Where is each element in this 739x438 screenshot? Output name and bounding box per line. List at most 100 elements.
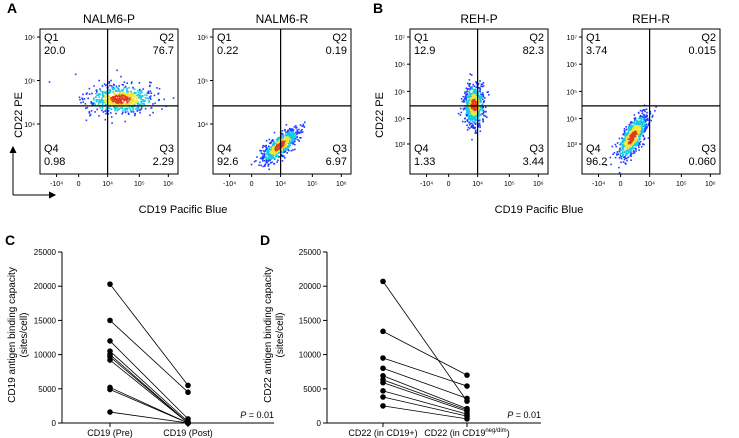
event-dot (626, 133, 629, 136)
event-dot (643, 143, 645, 146)
x-tick-label: 10⁶ (336, 181, 347, 188)
event-dot (634, 123, 636, 125)
event-dot (105, 99, 107, 102)
event-dot (126, 101, 128, 104)
event-dot (277, 140, 280, 143)
event-dot (85, 107, 87, 110)
event-dot (112, 91, 114, 93)
event-dot (645, 116, 647, 118)
event-dot (480, 85, 482, 88)
pre-point (380, 278, 386, 285)
panel-b-label: B (373, 0, 383, 16)
event-dot (286, 152, 288, 154)
event-dot (291, 131, 293, 133)
event-dot (113, 107, 116, 109)
event-dot (137, 89, 139, 92)
event-dot (124, 109, 127, 112)
event-dot (644, 116, 646, 118)
event-dot (136, 110, 139, 112)
event-dot (102, 93, 104, 96)
event-dot (250, 163, 253, 166)
event-dot (474, 88, 477, 91)
event-dot (274, 149, 277, 152)
event-dot (148, 92, 150, 94)
event-dot (618, 150, 621, 153)
event-dot (476, 115, 478, 118)
event-dot (111, 103, 113, 105)
event-dot (101, 106, 104, 108)
event-dot (645, 108, 648, 110)
pre-point (107, 281, 113, 287)
event-dot (123, 86, 126, 89)
event-dot (644, 125, 647, 127)
event-dot (266, 151, 268, 154)
event-dot (282, 144, 285, 147)
event-dot (101, 91, 103, 93)
event-dot (468, 110, 471, 113)
event-dot (266, 154, 269, 156)
event-dot (121, 113, 123, 115)
event-dot (123, 81, 126, 83)
event-dot (122, 105, 125, 108)
event-dot (132, 92, 134, 95)
event-dot (469, 107, 471, 110)
event-dot (114, 102, 117, 104)
event-dot (618, 148, 621, 150)
event-dot (277, 154, 280, 157)
event-dot (273, 163, 276, 165)
event-dot (623, 128, 626, 130)
quadrant-name-q4-nalm6-r: Q4 (217, 143, 232, 155)
event-dot (634, 138, 637, 141)
event-dot (473, 117, 476, 120)
event-dot (631, 139, 633, 141)
event-dot (293, 141, 295, 143)
event-dot (95, 99, 98, 101)
event-dot (627, 152, 629, 154)
event-dot (139, 88, 141, 91)
event-dot (625, 163, 627, 165)
event-dot (99, 88, 101, 90)
event-dot (122, 97, 124, 99)
event-dot (139, 94, 141, 96)
density-cloud-nalm6-p (48, 69, 175, 124)
event-dot (632, 125, 635, 127)
event-dot (644, 119, 647, 122)
event-dot (625, 138, 627, 141)
event-dot (267, 157, 270, 160)
event-dot (118, 90, 120, 92)
event-dot (290, 135, 293, 137)
pre-point (107, 409, 113, 415)
event-dot (624, 157, 627, 160)
event-dot (286, 132, 289, 135)
event-dot (644, 129, 646, 131)
event-dot (113, 87, 116, 89)
event-dot (289, 144, 291, 147)
event-dot (639, 123, 642, 125)
event-dot (470, 97, 473, 99)
event-dot (484, 97, 486, 99)
event-dot (481, 85, 484, 88)
event-dot (280, 151, 283, 153)
event-dot (137, 108, 140, 110)
event-dot (622, 155, 624, 158)
event-dot (631, 121, 633, 123)
event-dot (628, 147, 631, 149)
event-dot (105, 112, 107, 115)
event-dot (285, 140, 288, 143)
event-dot (627, 136, 630, 139)
event-dot (290, 134, 292, 136)
event-dot (286, 134, 288, 137)
event-dot (268, 138, 271, 141)
x-tick-label: 10⁴ (102, 181, 113, 188)
event-dot (478, 119, 481, 122)
y-tick-label: 10⁵ (566, 89, 577, 96)
event-dot (267, 165, 269, 167)
event-dot (112, 96, 115, 98)
event-dot (280, 139, 283, 142)
event-dot (259, 157, 262, 159)
event-dot (299, 137, 301, 139)
event-dot (482, 85, 485, 87)
event-dot (107, 113, 110, 115)
event-dot (277, 142, 280, 144)
event-dot (289, 140, 291, 142)
